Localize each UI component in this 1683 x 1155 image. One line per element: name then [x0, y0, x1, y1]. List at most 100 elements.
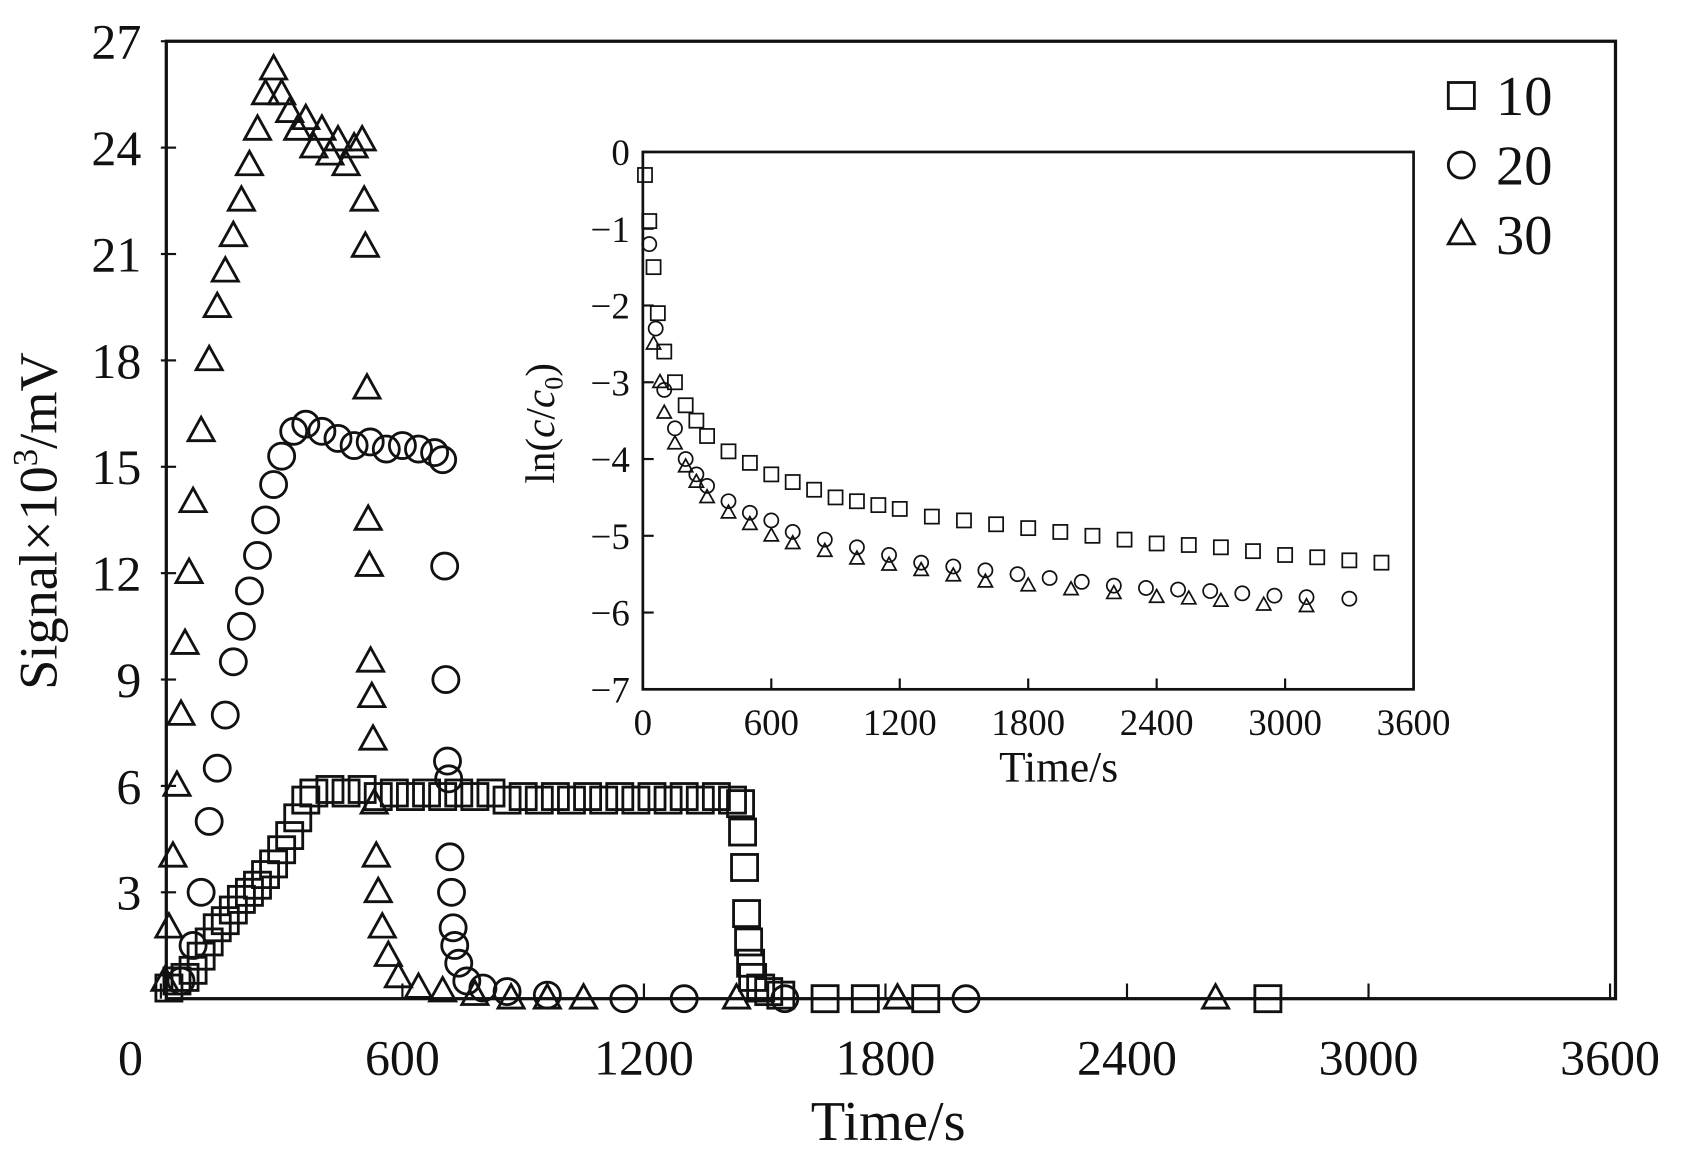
inset-point-circle-20: [720, 493, 737, 510]
main-point-triangle-30: [306, 112, 338, 141]
main-point-circle-20: [186, 877, 216, 907]
inset-point-triangle-30: [944, 566, 962, 582]
main-point-circle-20: [202, 753, 232, 783]
main-point-triangle-30: [225, 183, 257, 212]
main-point-square-10: [291, 785, 321, 815]
inset-point-square-10: [1084, 527, 1101, 544]
inset-point-triangle-30: [655, 403, 673, 419]
inset-point-square-10: [827, 489, 844, 506]
main-x-tick-label: 600: [365, 1031, 440, 1086]
main-point-square-10: [726, 789, 755, 819]
inset-point-circle-20: [1234, 585, 1251, 602]
main-point-square-10: [766, 980, 796, 1010]
inset-point-triangle-30: [645, 334, 663, 350]
inset-point-triangle-30: [1255, 595, 1273, 611]
inset-point-square-10: [784, 474, 801, 490]
main-point-square-10: [730, 853, 760, 882]
main-x-axis-label: Time/s: [811, 1091, 966, 1153]
inset-point-triangle-30: [816, 541, 834, 558]
main-point-triangle-30: [185, 414, 217, 443]
main-point-circle-20: [770, 984, 800, 1014]
main-point-square-10: [444, 778, 474, 808]
main-y-tick-label: 3: [116, 866, 141, 921]
inset-x-tick-label: 3600: [1377, 702, 1451, 743]
inset-point-circle-20: [1138, 580, 1154, 596]
inset-y-tick-label: −3: [591, 362, 630, 403]
inset-plot-frame: [641, 150, 1415, 691]
main-y-tick-label: 24: [91, 121, 141, 176]
inset-point-square-10: [688, 412, 705, 429]
inset-point-square-10: [870, 497, 887, 514]
main-y-tick-label: 15: [91, 440, 141, 495]
inset-point-square-10: [923, 508, 940, 525]
main-point-circle-20: [243, 540, 272, 570]
inset-point-circle-20: [647, 320, 664, 337]
main-y-axis-label: Signal×103/mV: [6, 352, 69, 689]
main-point-square-10: [728, 817, 757, 847]
main-point-triangle-30: [348, 183, 380, 212]
main-point-square-10: [202, 913, 232, 943]
main-point-square-10: [734, 927, 764, 957]
inset-point-circle-20: [1341, 590, 1358, 607]
main-point-triangle-30: [165, 698, 197, 726]
main-x-tick-label: 0: [118, 1031, 143, 1086]
inset-point-circle-20: [699, 477, 716, 494]
main-point-circle-20: [437, 877, 466, 907]
inset-point-triangle-30: [1105, 583, 1123, 600]
legend-label: 30: [1496, 205, 1552, 267]
main-point-square-10: [508, 782, 538, 811]
inset-point-square-10: [667, 374, 683, 391]
inset-point-triangle-30: [1148, 587, 1166, 604]
main-point-square-10: [476, 778, 506, 808]
main-y-tick-label: 9: [116, 653, 141, 708]
legend-item-10: 10: [1446, 66, 1553, 128]
legend-circle-icon: [1446, 150, 1476, 180]
inset-point-triangle-30: [1180, 589, 1198, 605]
main-point-circle-20: [433, 746, 462, 776]
main-point-triangle-30: [721, 981, 752, 1010]
main-point-square-10: [1253, 984, 1283, 1014]
main-point-triangle-30: [149, 963, 181, 992]
inset-point-square-10: [1245, 543, 1261, 560]
inset-point-square-10: [1020, 520, 1037, 537]
inset-point-square-10: [645, 259, 662, 276]
main-point-circle-20: [194, 806, 224, 836]
inset-y-axis-label: ln(c/c0): [517, 363, 569, 484]
main-point-circle-20: [669, 984, 699, 1014]
inset-x-tick-label: 1800: [991, 702, 1065, 743]
main-point-triangle-30: [346, 123, 378, 152]
main-point-square-10: [621, 785, 651, 815]
inset-y-tick-label: −1: [591, 209, 630, 250]
main-point-triangle-30: [360, 839, 392, 868]
inset-point-circle-20: [913, 554, 930, 571]
inset-point-triangle-30: [1019, 576, 1037, 592]
main-point-square-10: [718, 785, 747, 815]
main-point-circle-20: [355, 427, 385, 457]
main-x-tick-label: 2400: [1077, 1031, 1177, 1086]
main-point-triangle-30: [330, 148, 362, 177]
inset-point-circle-20: [641, 236, 658, 253]
main-point-square-10: [243, 870, 272, 900]
main-point-square-10: [396, 782, 425, 811]
inset-y-tick-label: −4: [591, 439, 630, 480]
main-point-square-10: [460, 782, 490, 811]
main-point-square-10: [275, 821, 305, 851]
main-point-triangle-30: [356, 680, 388, 709]
main-point-triangle-30: [274, 95, 306, 123]
main-x-tick-label: 3000: [1319, 1031, 1419, 1086]
main-point-triangle-30: [382, 960, 414, 989]
inset-point-circle-20: [1266, 587, 1283, 604]
legend-item-20: 20: [1446, 136, 1553, 198]
inset-point-square-10: [677, 397, 694, 414]
inset-point-circle-20: [1105, 577, 1122, 594]
main-point-triangle-30: [459, 978, 491, 1006]
main-y-tick-label: 18: [91, 334, 141, 389]
main-point-circle-20: [492, 977, 522, 1007]
main-point-triangle-30: [217, 219, 249, 248]
main-point-square-10: [315, 775, 345, 804]
main-point-square-10: [283, 803, 313, 833]
legend-triangle-icon: [1445, 217, 1477, 246]
inset-point-circle-20: [945, 558, 962, 575]
inset-point-circle-20: [741, 504, 758, 521]
main-point-triangle-30: [568, 981, 599, 1010]
